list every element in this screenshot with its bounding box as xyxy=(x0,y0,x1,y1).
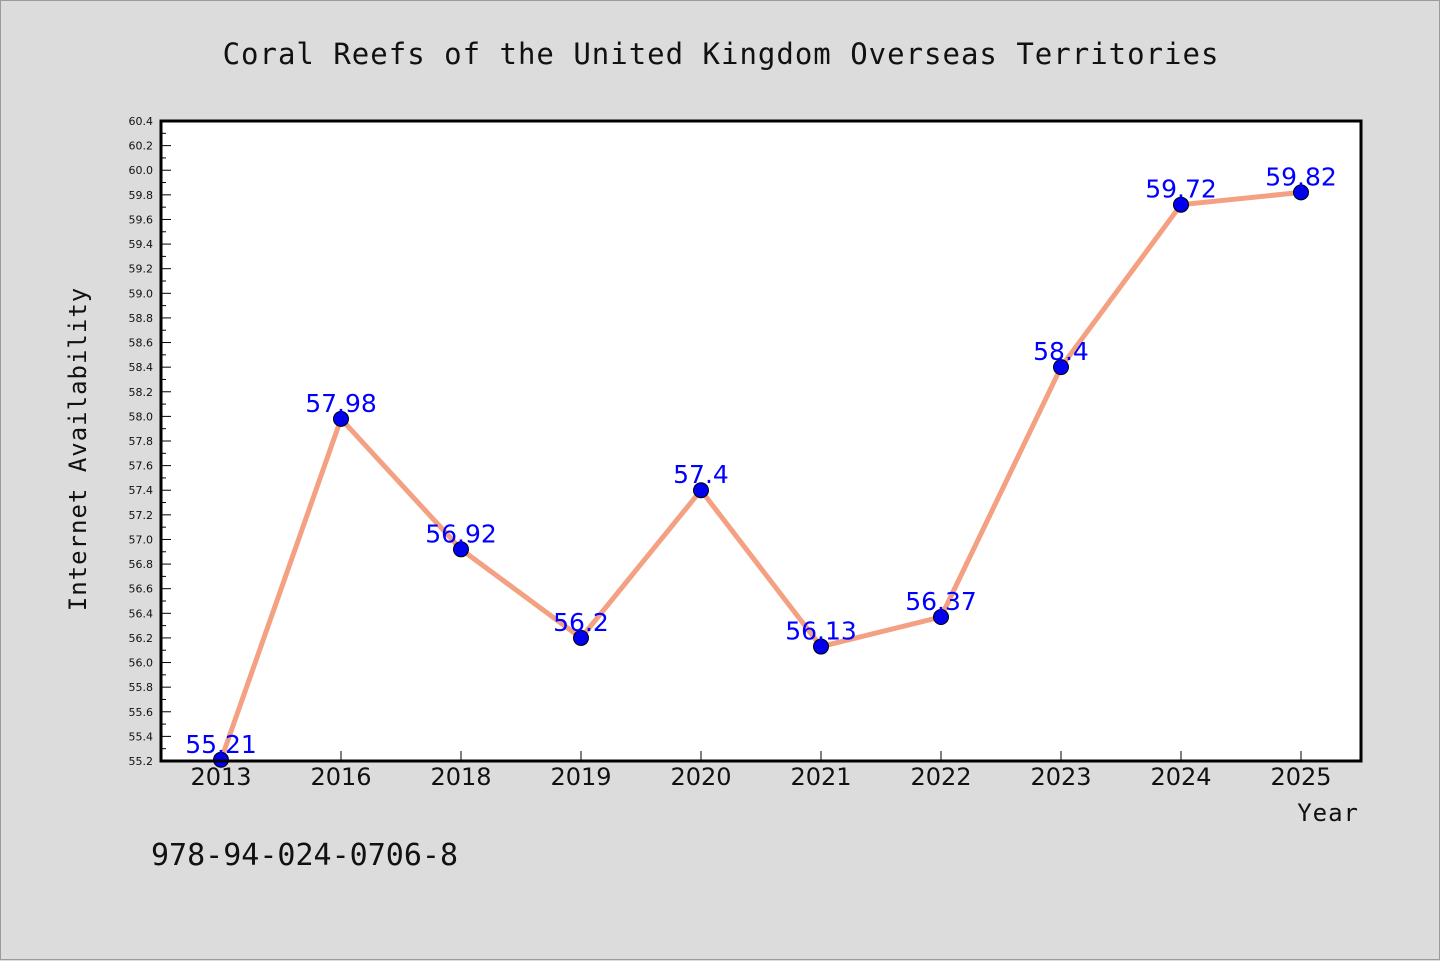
x-tick-label: 2023 xyxy=(1030,763,1091,791)
y-tick-label: 57.6 xyxy=(129,460,154,473)
x-axis-ticks: 2013 2016 2018 2019 2020 2021 2022 2023 2024 2025 xyxy=(190,751,1332,791)
y-tick-label: 60.0 xyxy=(129,164,154,177)
y-tick-label: 58.2 xyxy=(129,386,154,399)
plot-area xyxy=(161,121,1361,761)
data-label: 56.92 xyxy=(425,519,497,548)
y-tick-label: 57.0 xyxy=(129,533,154,546)
y-tick-label: 56.4 xyxy=(129,607,154,620)
data-point xyxy=(933,609,949,625)
y-axis-title: Internet Availability xyxy=(64,287,92,611)
y-tick-label: 55.8 xyxy=(129,681,154,694)
data-label: 58.4 xyxy=(1033,337,1089,366)
y-tick-label: 59.6 xyxy=(129,213,154,226)
data-label: 56.37 xyxy=(905,587,977,616)
data-label: 57.4 xyxy=(673,460,729,489)
data-label: 59.72 xyxy=(1145,175,1217,204)
y-tick-label: 59.4 xyxy=(129,238,154,251)
y-tick-label: 56.8 xyxy=(129,558,154,571)
plot-border xyxy=(159,119,1363,763)
y-tick-label: 59.0 xyxy=(129,287,154,300)
data-point xyxy=(693,482,709,499)
data-point xyxy=(1053,359,1069,376)
data-label: 56.13 xyxy=(785,617,857,646)
x-tick-label: 2020 xyxy=(670,763,731,791)
y-tick-label: 55.6 xyxy=(129,706,154,719)
data-label: 59.82 xyxy=(1265,162,1337,191)
y-tick-label: 55.2 xyxy=(129,755,154,768)
y-tick-label: 56.0 xyxy=(129,657,154,670)
x-tick-label: 2018 xyxy=(430,763,491,791)
data-point xyxy=(333,410,349,427)
isbn-text: 978-94-024-0706-8 xyxy=(151,838,458,873)
data-point xyxy=(1173,196,1189,213)
data-label: 55.21 xyxy=(185,730,257,759)
y-tick-label: 55.4 xyxy=(129,730,154,743)
y-axis-ticks: 55.2 55.4 55.6 55.8 56.0 56.2 56.4 56.6 56.8 57.0… xyxy=(129,115,171,768)
data-point xyxy=(453,541,469,558)
x-tick-label: 2016 xyxy=(310,763,371,791)
data-point xyxy=(1293,184,1309,201)
x-axis-title: Year xyxy=(1297,799,1359,827)
y-tick-label: 59.2 xyxy=(129,263,154,276)
y-tick-label: 59.8 xyxy=(129,189,154,202)
data-label: 57.98 xyxy=(305,389,377,418)
y-tick-label: 58.0 xyxy=(129,410,154,423)
y-tick-label: 60.2 xyxy=(129,140,154,153)
y-tick-label: 57.8 xyxy=(129,435,154,448)
x-tick-label: 2021 xyxy=(790,763,851,791)
data-point xyxy=(813,638,829,655)
series-line xyxy=(218,189,1304,763)
y-tick-label: 58.4 xyxy=(129,361,154,374)
data-label: 56.2 xyxy=(553,608,609,637)
x-tick-label: 2019 xyxy=(550,763,611,791)
data-point xyxy=(573,629,589,646)
x-tick-label: 2024 xyxy=(1150,763,1211,791)
x-tick-label: 2022 xyxy=(910,763,971,791)
y-tick-label: 57.2 xyxy=(129,509,154,522)
y-tick-label: 57.4 xyxy=(129,484,154,497)
chart-title: Coral Reefs of the United Kingdom Overse… xyxy=(223,37,1220,71)
y-tick-label: 58.8 xyxy=(129,312,154,325)
y-tick-label: 56.2 xyxy=(129,632,154,645)
y-tick-label: 56.6 xyxy=(129,583,154,596)
x-tick-label: 2025 xyxy=(1270,763,1331,791)
y-tick-label: 60.4 xyxy=(129,115,154,128)
y-tick-label: 58.6 xyxy=(129,337,154,350)
data-labels: 55.21 57.98 56.92 56.2 57.4 56.13 56.37 58.4 59.… xyxy=(185,162,1337,758)
